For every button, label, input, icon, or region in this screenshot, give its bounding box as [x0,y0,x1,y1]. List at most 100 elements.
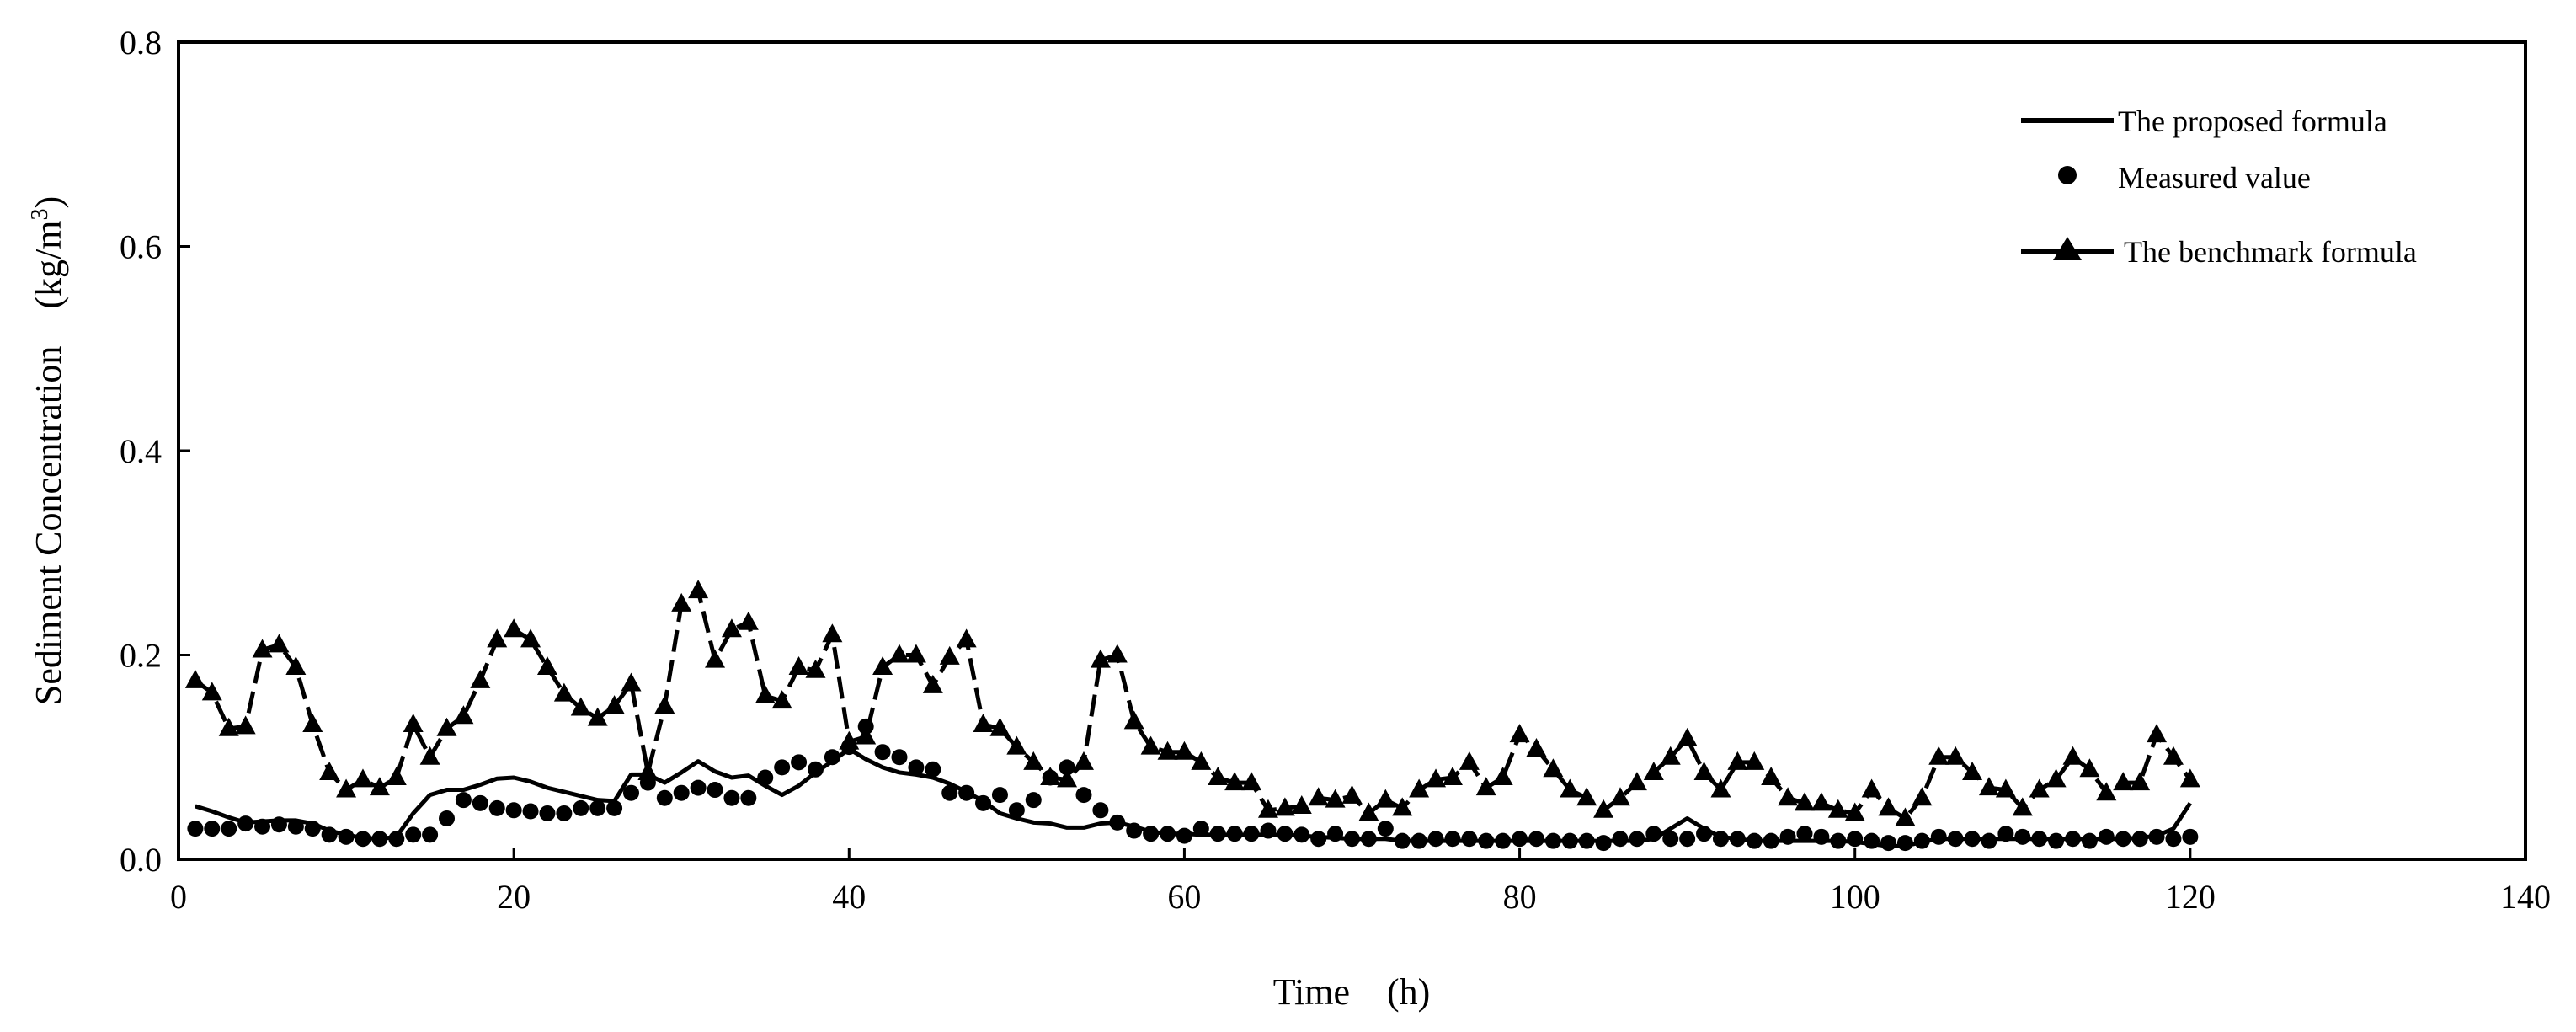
benchmark-marker [2045,768,2067,788]
measured-point [824,749,840,766]
benchmark-marker [604,695,625,714]
y-axis-ticks: 0.0 0.2 0.4 0.6 0.8 [120,24,190,879]
measured-point [941,784,958,801]
y-axis-title-main: Sediment Concentration (kg/m [28,221,69,706]
measured-point [975,794,992,811]
measured-point [1896,835,1913,852]
benchmark-marker [1643,761,1664,780]
benchmark-marker [1257,799,1278,818]
benchmark-marker [2179,768,2200,788]
measured-point [2048,832,2065,849]
benchmark-marker [1475,777,1496,796]
measured-point [522,803,539,820]
benchmark-marker [1827,799,1848,818]
benchmark-marker [1560,778,1581,798]
benchmark-marker [386,767,407,785]
measured-point [187,821,204,837]
measured-point [237,815,254,832]
benchmark-marker [1794,792,1815,811]
benchmark-marker [470,669,491,688]
measured-point [1377,821,1394,837]
measured-point [1544,832,1561,849]
benchmark-marker [856,725,877,745]
benchmark-marker [1811,792,1832,811]
benchmark-marker [1995,778,2016,798]
benchmark-marker [805,659,826,678]
measured-point [221,821,237,837]
benchmark-marker [654,695,675,714]
benchmark-marker [1358,802,1379,821]
benchmark-marker [319,761,340,780]
benchmark-marker [889,644,910,663]
measured-point [1109,814,1126,831]
measured-point [1126,822,1143,839]
benchmark-marker [1576,787,1597,806]
measured-point [2065,831,2082,848]
benchmark-marker [553,682,574,702]
benchmark-marker [285,656,307,676]
benchmark-marker [1224,772,1245,791]
benchmark-marker [1878,797,1899,816]
benchmark-marker [2147,724,2168,743]
benchmark-marker [403,713,424,732]
measured-point [1075,787,1092,804]
y-tick-label: 0.4 [120,432,162,470]
measured-point [1880,835,1897,852]
benchmark-marker [621,672,642,692]
series-layer [184,580,2200,852]
measured-point [874,744,891,761]
measured-point [791,754,808,771]
benchmark-marker [671,592,692,612]
measured-point [1025,792,1042,809]
benchmark-marker [973,713,994,732]
measured-point [2081,832,2098,849]
measured-point [958,784,975,801]
measured-point [1209,826,1226,842]
benchmark-marker [2079,758,2100,778]
benchmark-marker [989,717,1011,736]
measured-point [1947,831,1964,848]
measured-point [455,792,472,809]
benchmark-marker [1962,761,1983,780]
measured-point [1059,759,1075,776]
benchmark-marker [2163,746,2184,765]
benchmark-marker [1778,787,1799,806]
benchmark-marker [1610,787,1631,806]
benchmark-marker [1107,644,1128,663]
measured-point [270,816,287,833]
benchmark-marker [2096,782,2117,801]
measured-point [908,759,925,776]
measured-point [1243,826,1260,842]
measured-point [622,784,639,801]
benchmark-marker [269,634,290,653]
y-tick-label: 0.6 [120,228,162,266]
measured-point [2031,831,2048,848]
benchmark-marker [1006,735,1027,755]
benchmark-marker [1693,761,1715,780]
measured-point [656,789,673,806]
benchmark-marker [1626,772,1647,791]
proposed-series-line [195,746,2192,848]
measured-point [1310,831,1327,848]
measured-point [1327,826,1344,842]
measured-point [1712,831,1729,848]
measured-point [1360,831,1377,848]
benchmark-marker [1677,727,1698,746]
measured-point [2182,828,2199,845]
benchmark-marker [1174,741,1195,760]
measured-point [1293,826,1310,843]
benchmark-marker [536,656,557,676]
measured-point [1964,831,1981,848]
measured-point [639,774,656,791]
benchmark-marker [1308,787,1329,806]
measured-point [2131,831,2148,848]
x-tick-label: 80 [1503,878,1537,916]
measured-point [1528,831,1544,848]
measured-point [204,821,221,837]
measured-point [488,799,505,816]
measured-point [1561,832,1578,849]
legend-marker-measured [2058,166,2077,184]
benchmark-marker [2062,746,2083,765]
benchmark-marker [336,778,357,798]
